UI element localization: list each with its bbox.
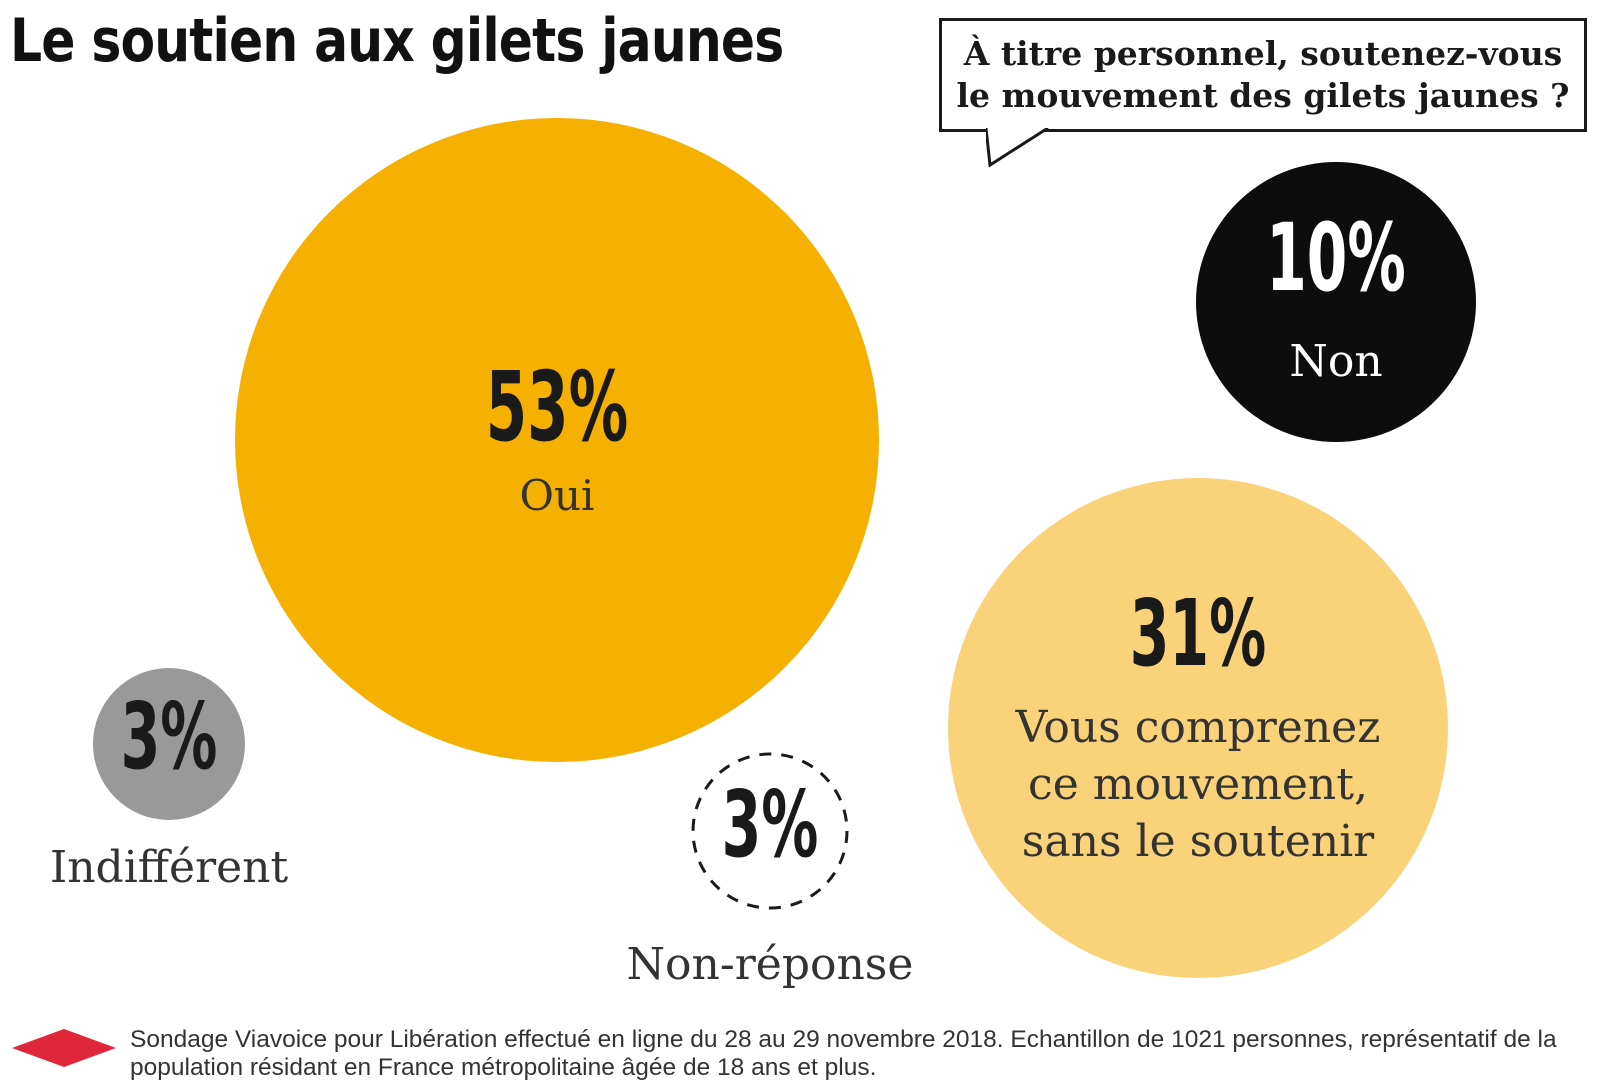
value-label-indifferent: 3% [121,684,218,791]
bubble-non-reponse: 3% Non-réponse [627,752,914,990]
bubble-oui: 53% Oui [235,118,879,762]
bubble-comprenez: 31% Vous comprenez ce mouvement, sans le so… [948,478,1448,978]
category-label-comprenez: Vous comprenez [1015,702,1381,753]
chart-title: Le soutien aux gilets jaunes [10,6,784,76]
category-label-indifferent: Indifférent [50,842,289,893]
category-label-comprenez: ce mouvement, [1028,759,1368,810]
question-box: À titre personnel, soutenez-vous le mouv… [939,18,1587,132]
category-label-comprenez: sans le soutenir [1022,816,1375,867]
speech-bubble-tail [986,128,1049,168]
bubble-circle-oui [235,118,879,762]
category-label-oui: Oui [520,471,595,520]
value-label-oui: 53% [486,351,628,463]
category-label-non: Non [1289,336,1382,387]
category-label-non-reponse: Non-réponse [627,939,914,990]
value-label-non-reponse: 3% [722,772,819,879]
source-note: Sondage Viavoice pour Libération effectu… [130,1026,1557,1081]
value-label-comprenez: 31% [1130,581,1267,688]
value-label-non: 10% [1266,203,1405,312]
liberation-logo-icon [12,1029,116,1067]
bubble-circle-comprenez [948,478,1448,978]
bubble-circle-non [1196,162,1476,442]
bubble-circle-non-reponse [691,752,849,910]
bubble-circle-indifferent [93,668,245,820]
bubble-non: 10% Non [1196,162,1476,442]
bubble-indifferent: 3% Indifférent [50,668,289,893]
